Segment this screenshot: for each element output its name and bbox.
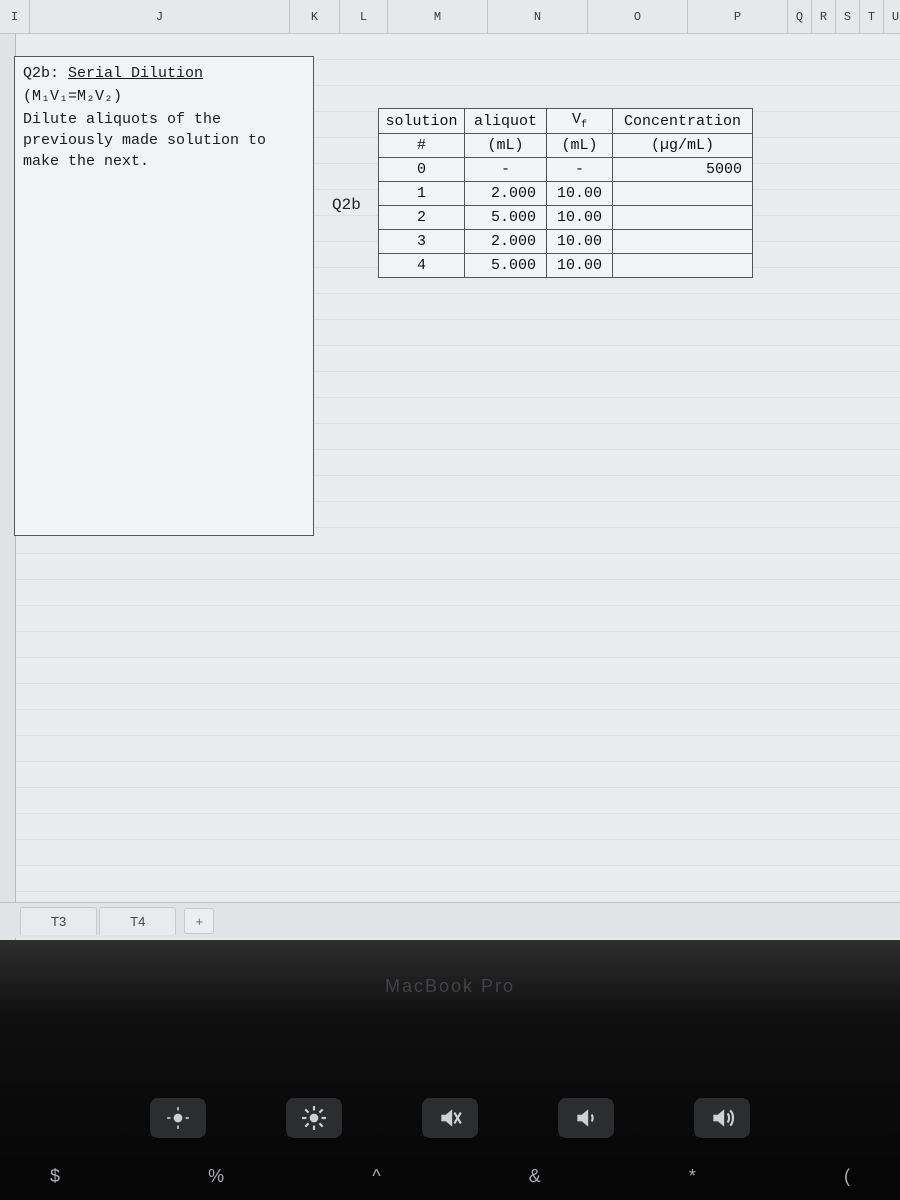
brightness-up-icon[interactable] [286, 1098, 342, 1138]
sheet-tab[interactable]: T4 [99, 907, 176, 935]
table-cell[interactable]: 3 [379, 230, 465, 254]
table-cell[interactable]: 4 [379, 254, 465, 278]
volume-mute-icon[interactable] [422, 1098, 478, 1138]
key-hint: ( [844, 1166, 850, 1187]
column-header[interactable]: K [290, 0, 340, 34]
table-row[interactable]: 45.00010.00 [379, 254, 753, 278]
column-header[interactable]: T [860, 0, 884, 34]
column-header[interactable]: P [688, 0, 788, 34]
table-cell[interactable]: 0 [379, 158, 465, 182]
sheet-tabs-bar: T3 T4 + [0, 902, 900, 938]
column-header[interactable]: J [30, 0, 290, 34]
instruction-body: Dilute aliquots of the previously made s… [23, 109, 305, 172]
table-cell[interactable]: 10.00 [547, 254, 613, 278]
table-cell[interactable]: 10.00 [547, 230, 613, 254]
table-cell[interactable]: 2.000 [465, 230, 547, 254]
table-cell[interactable]: 10.00 [547, 182, 613, 206]
volume-up-icon[interactable] [694, 1098, 750, 1138]
table-cell[interactable] [613, 182, 753, 206]
table-cell[interactable]: 5000 [613, 158, 753, 182]
column-headers-row: IJKLMNOPQRSTUV [0, 0, 900, 34]
brightness-down-icon[interactable] [150, 1098, 206, 1138]
section-side-label: Q2b [332, 196, 361, 214]
table-cell[interactable]: 1 [379, 182, 465, 206]
key-hint: $ [50, 1166, 60, 1187]
table-cell[interactable]: 10.00 [547, 206, 613, 230]
table-row[interactable]: 12.00010.00 [379, 182, 753, 206]
col-vf-subscript: f [581, 120, 587, 131]
table-cell[interactable]: 2 [379, 206, 465, 230]
unit-solution: # [379, 134, 465, 158]
unit-vf: (mL) [547, 134, 613, 158]
key-hint: & [529, 1166, 541, 1187]
column-header[interactable]: I [0, 0, 30, 34]
table-cell[interactable] [613, 230, 753, 254]
table-row[interactable]: 32.00010.00 [379, 230, 753, 254]
dilution-table[interactable]: solution aliquot Vf Concentration # (mL)… [378, 108, 753, 278]
col-vf: Vf [547, 109, 613, 134]
instruction-cell[interactable]: Q2b: Serial Dilution (M₁V₁=M₂V₂) Dilute … [14, 56, 314, 536]
add-sheet-button[interactable]: + [184, 908, 214, 934]
column-header[interactable]: O [588, 0, 688, 34]
key-hint: % [208, 1166, 224, 1187]
instruction-title-text: Serial Dilution [68, 65, 203, 82]
instruction-title: Q2b: Serial Dilution [23, 63, 305, 84]
col-solution: solution [379, 109, 465, 134]
column-header[interactable]: R [812, 0, 836, 34]
table-header-row-2: # (mL) (mL) (µg/mL) [379, 134, 753, 158]
column-header[interactable]: S [836, 0, 860, 34]
table-cell[interactable]: 2.000 [465, 182, 547, 206]
table-cell[interactable]: 5.000 [465, 206, 547, 230]
table-cell[interactable] [613, 254, 753, 278]
col-aliquot: aliquot [465, 109, 547, 134]
col-vf-label: V [572, 111, 581, 128]
volume-down-icon[interactable] [558, 1098, 614, 1138]
question-label: Q2b: [23, 65, 59, 82]
touch-bar [0, 1090, 900, 1146]
unit-conc: (µg/mL) [613, 134, 753, 158]
key-hint: * [689, 1166, 696, 1187]
column-header[interactable]: N [488, 0, 588, 34]
spreadsheet-area: IJKLMNOPQRSTUV Q2b: Serial Dilution (M₁V… [0, 0, 900, 940]
column-header[interactable]: U [884, 0, 900, 34]
column-header[interactable]: M [388, 0, 488, 34]
unit-aliquot: (mL) [465, 134, 547, 158]
table-row[interactable]: 25.00010.00 [379, 206, 753, 230]
sheet-tab[interactable]: T3 [20, 907, 97, 935]
key-hint: ^ [372, 1166, 380, 1187]
table-header-row-1: solution aliquot Vf Concentration [379, 109, 753, 134]
instruction-formula: (M₁V₁=M₂V₂) [23, 86, 305, 107]
column-header[interactable]: Q [788, 0, 812, 34]
table-cell[interactable]: - [465, 158, 547, 182]
table-cell[interactable]: 5.000 [465, 254, 547, 278]
col-concentration: Concentration [613, 109, 753, 134]
column-header[interactable]: L [340, 0, 388, 34]
table-cell[interactable]: - [547, 158, 613, 182]
keyboard-symbol-row: $ % ^ & * ( [0, 1166, 900, 1200]
table-row[interactable]: 0--5000 [379, 158, 753, 182]
table-cell[interactable] [613, 206, 753, 230]
laptop-model-label: MacBook Pro [0, 976, 900, 997]
laptop-bezel: MacBook Pro $ % ^ & * ( [0, 940, 900, 1200]
